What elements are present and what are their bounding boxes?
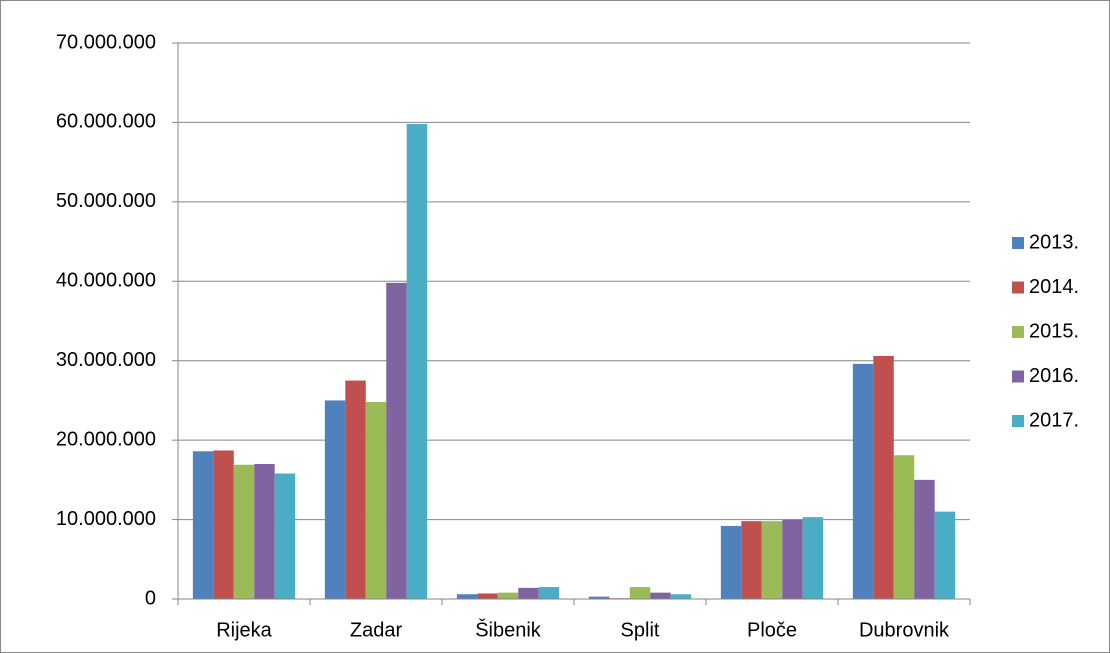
x-tick-label: Zadar [350, 619, 403, 641]
x-tick-label: Šibenik [475, 618, 542, 641]
bar [914, 479, 935, 599]
bar [192, 451, 214, 599]
bar [386, 282, 407, 599]
legend-label: 2013. [1029, 231, 1079, 253]
bar [934, 511, 956, 599]
bar [406, 124, 428, 599]
y-tick-label: 40.000.000 [56, 270, 156, 292]
bar [518, 587, 539, 599]
bar [456, 594, 478, 599]
legend-swatch [1012, 281, 1024, 294]
bar [761, 521, 783, 599]
bar [274, 473, 296, 599]
bar [741, 521, 762, 599]
bar [477, 593, 498, 599]
bar [650, 592, 671, 599]
y-tick-label: 30.000.000 [56, 349, 156, 371]
y-tick-label: 10.000.000 [56, 508, 156, 530]
bar [497, 592, 519, 599]
bar [233, 464, 255, 599]
legend-label: 2014. [1029, 276, 1079, 298]
y-tick-label: 60.000.000 [56, 111, 156, 133]
bar [254, 463, 275, 599]
y-tick-label: 70.000.000 [56, 31, 156, 53]
bar [588, 596, 610, 599]
x-tick-label: Ploče [747, 619, 797, 641]
bar [324, 400, 346, 599]
legend-label: 2015. [1029, 320, 1079, 342]
bar [213, 450, 234, 599]
legend-swatch [1012, 326, 1024, 338]
y-tick-label: 20.000.000 [56, 428, 156, 450]
legend-swatch [1012, 237, 1024, 249]
bar [802, 517, 824, 599]
x-tick-label: Split [621, 619, 660, 641]
legend-label: 2016. [1029, 365, 1079, 387]
legend-swatch [1012, 370, 1024, 383]
legend-swatch [1012, 415, 1024, 427]
bar [873, 355, 894, 599]
bar [893, 455, 915, 599]
bar [345, 380, 366, 599]
y-tick-label: 50.000.000 [56, 190, 156, 212]
x-tick-label: Rijeka [216, 619, 272, 641]
x-tick-label: Dubrovnik [859, 619, 950, 641]
bar [538, 587, 560, 599]
legend-label: 2017. [1029, 409, 1079, 431]
bar [852, 363, 874, 599]
bar [720, 525, 742, 599]
y-tick-label: 0 [145, 587, 156, 609]
bar [670, 594, 692, 599]
bar [629, 587, 651, 599]
bar [365, 402, 387, 599]
bar [782, 519, 803, 599]
